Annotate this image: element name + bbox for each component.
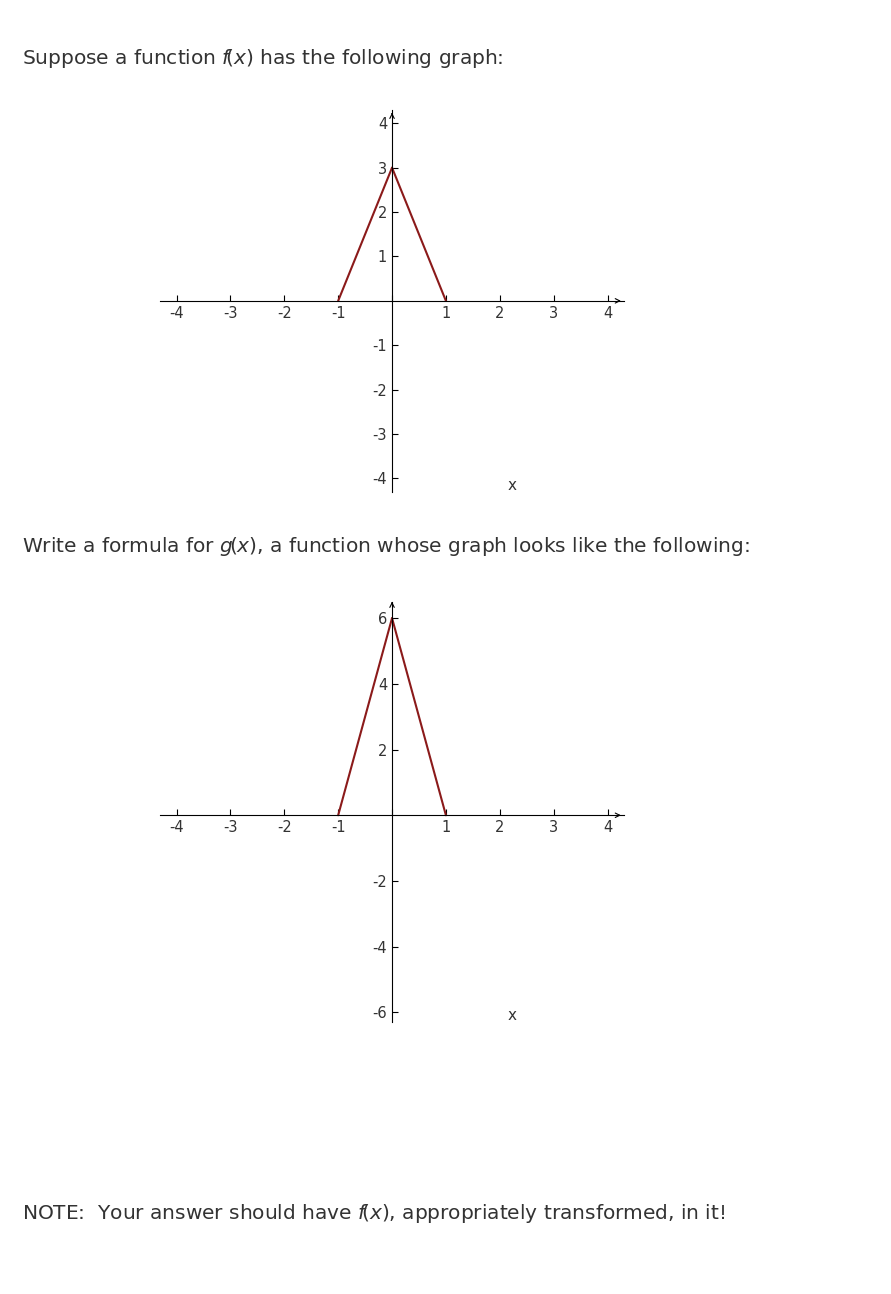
Text: x: x bbox=[508, 479, 517, 493]
Text: Write a formula for $g\!\left(x\right)$, a function whose graph looks like the f: Write a formula for $g\!\left(x\right)$,… bbox=[22, 536, 750, 558]
Text: x: x bbox=[508, 1008, 517, 1022]
Text: Suppose a function $f\!\left(x\right)$ has the following graph:: Suppose a function $f\!\left(x\right)$ h… bbox=[22, 47, 503, 70]
Text: NOTE:  Your answer should have $f\!\left(x\right)$, appropriately transformed, i: NOTE: Your answer should have $f\!\left(… bbox=[22, 1202, 726, 1224]
